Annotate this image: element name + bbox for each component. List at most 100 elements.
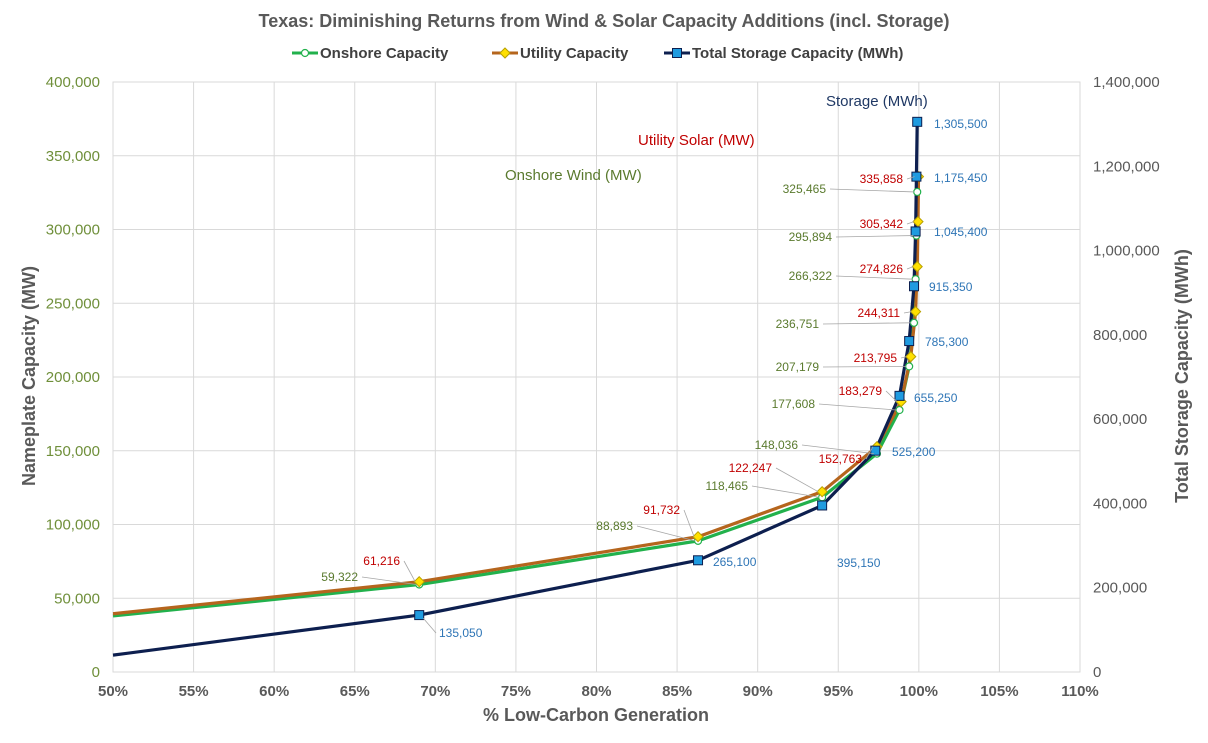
chart-title: Texas: Diminishing Returns from Wind & S… xyxy=(259,11,950,31)
leader-line xyxy=(422,617,437,634)
y-axis-title: Nameplate Capacity (MW) xyxy=(19,266,39,486)
leader-line xyxy=(900,356,907,359)
onshore-data-label: 266,322 xyxy=(789,269,833,283)
legend: Onshore Capacity Utility Capacity Total St… xyxy=(292,45,903,62)
onshore-point xyxy=(905,362,914,371)
leader-line xyxy=(361,576,417,585)
y2-tick-label: 400,000 xyxy=(1093,495,1147,512)
legend-label: Utility Capacity xyxy=(520,45,629,62)
storage-data-label: 1,045,400 xyxy=(934,225,988,239)
onshore-data-label: 236,751 xyxy=(776,317,820,331)
legend-label: Total Storage Capacity (MWh) xyxy=(692,45,903,62)
leader-line xyxy=(683,509,695,537)
utility-data-label: 335,858 xyxy=(860,172,904,186)
y-tick-label: 350,000 xyxy=(46,148,100,165)
x-tick-label: 55% xyxy=(179,683,209,700)
y2-tick-label: 200,000 xyxy=(1093,580,1147,597)
onshore-data-label: 207,179 xyxy=(776,360,820,374)
legend-marker xyxy=(300,48,310,58)
leader-line xyxy=(829,188,915,193)
onshore-data-label: 177,608 xyxy=(772,397,816,411)
onshore-data-label: 325,465 xyxy=(783,182,827,196)
storage-data-label: 135,050 xyxy=(439,626,483,640)
y-tick-label: 200,000 xyxy=(46,369,100,386)
x-tick-label: 105% xyxy=(980,683,1018,700)
onshore-point xyxy=(913,187,922,197)
x-tick-label: 110% xyxy=(1061,683,1099,700)
series-line-2 xyxy=(112,121,919,657)
storage-data-label: 525,200 xyxy=(892,445,936,459)
utility-data-label: 61,216 xyxy=(363,554,400,568)
y-tick-label: 0 xyxy=(92,664,100,681)
leader-line xyxy=(751,485,820,498)
x-tick-label: 50% xyxy=(98,683,128,700)
leader-line xyxy=(835,235,914,238)
y2-tick-label: 600,000 xyxy=(1093,411,1147,428)
leader-line xyxy=(403,560,416,582)
utility-point xyxy=(905,350,917,363)
storage-data-label: 265,100 xyxy=(713,555,757,569)
storage-data-label: 1,305,500 xyxy=(934,117,988,131)
storage-data-label: 785,300 xyxy=(925,335,969,349)
storage-point xyxy=(693,555,704,566)
utility-point xyxy=(413,575,425,588)
leader-line xyxy=(822,366,907,368)
onshore-point xyxy=(909,318,919,327)
utility-data-label: 213,795 xyxy=(854,351,898,365)
utility-point xyxy=(816,485,828,498)
leader-line xyxy=(865,446,874,460)
x-tick-label: 65% xyxy=(340,683,370,700)
data-labels: 59,322 88,893 118,465 148,036 177,608 207,179… xyxy=(321,93,987,640)
utility-data-label: 122,247 xyxy=(729,461,773,475)
utility-data-label: 183,279 xyxy=(839,384,883,398)
x-tick-label: 75% xyxy=(501,683,531,700)
leader-line xyxy=(818,403,897,411)
leader-line xyxy=(835,275,913,280)
legend-item-1: Utility Capacity xyxy=(492,45,629,62)
storage-data-label: 655,250 xyxy=(914,391,958,405)
storage-point xyxy=(904,336,915,347)
storage-point xyxy=(414,610,425,621)
y-tick-label: 150,000 xyxy=(46,443,100,460)
y2-axis-title: Total Storage Capacity (MWh) xyxy=(1172,249,1192,503)
utility-annotation: Utility Solar (MW) xyxy=(638,132,755,149)
legend-item-2: Total Storage Capacity (MWh) xyxy=(664,45,903,62)
onshore-point xyxy=(895,405,904,415)
x-tick-label: 80% xyxy=(581,683,611,700)
y-tick-label: 100,000 xyxy=(46,517,100,534)
x-axis-title: % Low-Carbon Generation xyxy=(483,705,709,725)
leader-line xyxy=(822,322,912,325)
onshore-data-label: 118,465 xyxy=(706,479,749,493)
onshore-annotation: Onshore Wind (MW) xyxy=(505,167,642,184)
onshore-data-label: 295,894 xyxy=(789,230,833,244)
y-tick-label: 50,000 xyxy=(54,590,100,607)
utility-data-label: 305,342 xyxy=(860,217,904,231)
leader-line xyxy=(906,221,915,225)
storage-point xyxy=(912,116,923,127)
x-tick-label: 85% xyxy=(662,683,692,700)
onshore-data-label: 59,322 xyxy=(321,570,358,584)
storage-point xyxy=(894,390,905,401)
storage-point xyxy=(911,171,922,182)
axes: 50% 55% 60% 65% 70% 75% 80% 85% 90% 95% 100% 105% 11… xyxy=(46,74,1160,700)
storage-point xyxy=(910,226,921,237)
onshore-data-label: 88,893 xyxy=(596,519,633,533)
utility-data-label: 91,732 xyxy=(643,503,680,517)
y2-tick-label: 1,000,000 xyxy=(1093,243,1160,260)
storage-data-label: 1,175,450 xyxy=(934,171,988,185)
leader-line xyxy=(636,525,696,542)
leader-line xyxy=(885,390,898,402)
x-tick-label: 100% xyxy=(900,683,938,700)
utility-point xyxy=(909,305,922,318)
leader-line xyxy=(906,266,914,270)
y-tick-label: 300,000 xyxy=(46,222,100,239)
storage-annotation: Storage (MWh) xyxy=(826,93,928,110)
utility-point xyxy=(692,530,704,543)
x-tick-label: 60% xyxy=(259,683,289,700)
x-tick-label: 70% xyxy=(420,683,450,700)
plot-area xyxy=(112,81,1081,673)
y2-tick-label: 1,200,000 xyxy=(1093,158,1160,175)
y2-tick-label: 1,400,000 xyxy=(1093,74,1160,91)
legend-label: Onshore Capacity xyxy=(320,45,449,62)
